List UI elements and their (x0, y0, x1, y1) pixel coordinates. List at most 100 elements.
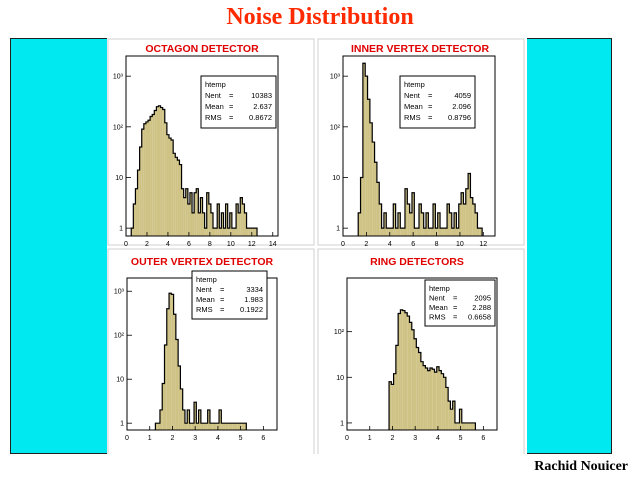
y-tick-label: 10² (334, 329, 345, 336)
stats-entries-label: Nent (429, 294, 446, 303)
x-tick-label: 0 (124, 241, 128, 248)
histogram-bar (376, 182, 380, 236)
histogram-bar (137, 170, 140, 236)
histogram-bar (244, 212, 247, 236)
histogram-bar (472, 203, 476, 236)
histogram-bar (367, 99, 370, 236)
histogram-bar (398, 313, 401, 430)
histogram-bar (411, 192, 415, 236)
stats-rms-value: 0.8796 (448, 113, 471, 122)
histogram-bar (477, 228, 480, 236)
author-credit: Rachid Nouicer (534, 459, 628, 474)
histogram-bar (225, 423, 229, 430)
stats-entries-value: 10383 (251, 91, 272, 100)
histogram-bar (214, 423, 217, 430)
x-tick-label: 5 (239, 435, 243, 442)
histogram-bar (219, 409, 222, 430)
stats-rms-equals: = (229, 113, 234, 122)
histogram-bar (452, 401, 455, 430)
histogram-bar (187, 203, 190, 236)
panel-title: OUTER VERTEX DETECTOR (131, 256, 274, 268)
histogram-bar (393, 373, 396, 430)
y-tick-label: 10 (336, 375, 344, 382)
histogram-bar (156, 106, 159, 236)
histogram-bar (454, 212, 457, 236)
x-tick-label: 0 (345, 435, 349, 442)
y-tick-label: 10² (113, 124, 124, 131)
histogram-bar (436, 366, 440, 430)
histogram-bar (154, 110, 157, 236)
y-tick-label: 10 (115, 175, 123, 182)
histogram-bar (152, 114, 155, 236)
histogram-bar (246, 228, 249, 236)
histogram-bar (416, 347, 419, 430)
histogram-bar (400, 228, 403, 236)
histogram-bar (234, 423, 238, 430)
x-tick-label: 6 (411, 241, 415, 248)
stats-entries-equals: = (453, 294, 458, 303)
plot-frame (346, 277, 498, 431)
histogram-bar (229, 212, 232, 236)
stats-rms-equals: = (453, 313, 458, 322)
stats-entries-label: Nent (205, 91, 222, 100)
x-tick-label: 1 (148, 435, 152, 442)
x-tick-label: 4 (436, 435, 440, 442)
stats-entries-label: Nent (196, 285, 213, 294)
histogram-bar (187, 409, 190, 430)
histogram-bar (231, 228, 234, 236)
x-tick-label: 6 (481, 435, 485, 442)
histogram-bar (162, 383, 165, 430)
histogram-bar (223, 228, 226, 236)
stats-mean-value: 2.637 (253, 102, 272, 111)
histogram-bar (233, 228, 237, 236)
histogram-bar (207, 409, 210, 430)
x-tick-label: 12 (479, 241, 487, 248)
histogram-bar (148, 120, 151, 236)
stats-mean-value: 2.096 (452, 102, 471, 111)
x-tick-label: 8 (435, 241, 439, 248)
histogram-bar (223, 423, 226, 430)
plot-panels: OCTAGON DETECTOR 0 2 4 6 8 10 12 14 1 10 10² 10³ htem… (107, 38, 527, 454)
histogram-bar (445, 387, 449, 430)
histogram-bar (423, 228, 427, 236)
histogram-bar (468, 173, 471, 236)
stats-name: htemp (404, 80, 425, 89)
x-tick-label: 2 (171, 435, 175, 442)
histogram-bar (241, 423, 245, 430)
histogram-bar (228, 423, 231, 430)
histogram-bar (194, 402, 197, 430)
histogram-bar (227, 228, 230, 236)
histogram-bar (450, 409, 453, 430)
histogram-bar (426, 212, 429, 236)
histogram-bar (479, 228, 483, 236)
histogram-bar (464, 422, 467, 430)
x-tick-label: 0 (125, 435, 129, 442)
stats-rms-equals: = (428, 113, 433, 122)
histogram-bar (244, 423, 247, 430)
histogram-bar (447, 203, 450, 236)
x-tick-label: 0 (341, 241, 345, 248)
x-tick-label: 4 (166, 241, 170, 248)
x-tick-label: 3 (413, 435, 417, 442)
histogram-bar (397, 212, 401, 236)
histogram-bar (442, 228, 445, 236)
histogram-bar (208, 203, 211, 236)
stats-box (200, 75, 277, 129)
histogram-bar (194, 192, 197, 236)
x-tick-label: 6 (261, 435, 265, 442)
histogram-bar (240, 197, 243, 236)
histogram-bar (430, 228, 434, 236)
histogram-bar (212, 423, 215, 430)
stats-rms-label: RMS (205, 113, 222, 122)
histogram-bar (411, 329, 415, 430)
stats-name: htemp (196, 275, 217, 284)
histogram-bar (409, 212, 412, 236)
histogram-bar (232, 423, 235, 430)
histogram-bar (198, 409, 201, 430)
histogram-bar (372, 142, 375, 236)
stats-mean-equals: = (453, 303, 458, 312)
histogram-bar (131, 228, 134, 236)
histogram-bar (360, 177, 363, 236)
histogram-bar (169, 293, 172, 430)
